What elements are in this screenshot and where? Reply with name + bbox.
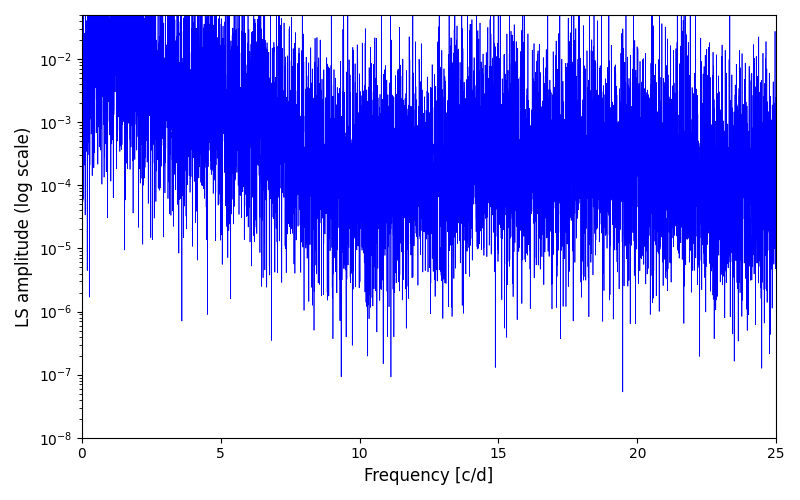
Y-axis label: LS amplitude (log scale): LS amplitude (log scale) [15,126,33,326]
X-axis label: Frequency [c/d]: Frequency [c/d] [364,467,494,485]
